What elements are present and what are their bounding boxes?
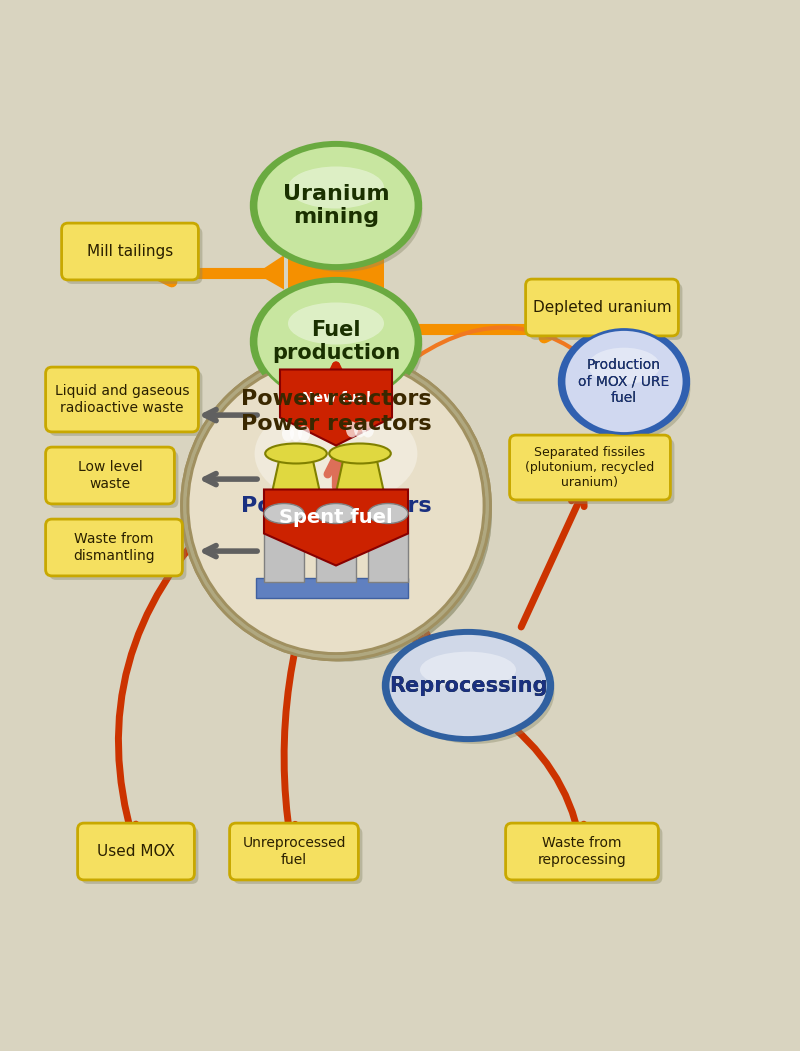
Polygon shape <box>288 257 384 401</box>
Ellipse shape <box>264 503 304 523</box>
FancyBboxPatch shape <box>530 283 682 339</box>
Ellipse shape <box>254 401 418 506</box>
Polygon shape <box>388 324 408 333</box>
Text: Waste from
dismantling: Waste from dismantling <box>73 533 155 562</box>
Polygon shape <box>264 490 408 565</box>
Polygon shape <box>256 577 408 598</box>
Ellipse shape <box>256 282 416 401</box>
Ellipse shape <box>368 503 408 523</box>
Circle shape <box>188 357 484 654</box>
Text: Mill tailings: Mill tailings <box>87 244 173 259</box>
FancyBboxPatch shape <box>230 823 358 880</box>
Ellipse shape <box>394 640 554 744</box>
Text: Used MOX: Used MOX <box>97 844 175 859</box>
Ellipse shape <box>256 145 416 266</box>
FancyBboxPatch shape <box>50 371 202 436</box>
Ellipse shape <box>282 426 294 441</box>
Text: Separated fissiles
(plutonium, recycled
uranium): Separated fissiles (plutonium, recycled … <box>526 446 654 489</box>
FancyBboxPatch shape <box>234 827 362 884</box>
FancyBboxPatch shape <box>510 827 662 884</box>
Circle shape <box>188 357 484 654</box>
Polygon shape <box>316 514 356 581</box>
Text: Waste from
reprocessing: Waste from reprocessing <box>538 837 626 867</box>
Text: Production
of MOX / URE
fuel: Production of MOX / URE fuel <box>578 358 670 405</box>
FancyBboxPatch shape <box>526 280 678 336</box>
Text: New fuel: New fuel <box>302 391 370 405</box>
Polygon shape <box>256 255 284 289</box>
FancyBboxPatch shape <box>46 519 182 576</box>
Text: Production
of MOX / URE
fuel: Production of MOX / URE fuel <box>578 358 670 405</box>
Ellipse shape <box>266 444 327 463</box>
Ellipse shape <box>262 152 422 272</box>
Text: Uranium
mining: Uranium mining <box>282 184 390 227</box>
Polygon shape <box>331 453 389 514</box>
Polygon shape <box>264 514 304 581</box>
FancyBboxPatch shape <box>510 435 670 500</box>
Text: Reprocessing: Reprocessing <box>389 676 547 696</box>
Circle shape <box>196 366 492 661</box>
Ellipse shape <box>329 444 390 463</box>
Polygon shape <box>280 370 392 446</box>
Polygon shape <box>368 514 408 581</box>
FancyBboxPatch shape <box>66 227 202 284</box>
FancyBboxPatch shape <box>50 523 186 580</box>
Text: Depleted uranium: Depleted uranium <box>533 300 671 315</box>
FancyBboxPatch shape <box>46 447 174 503</box>
FancyBboxPatch shape <box>78 823 194 880</box>
Ellipse shape <box>251 279 421 405</box>
Ellipse shape <box>564 330 684 433</box>
Ellipse shape <box>559 326 689 437</box>
Ellipse shape <box>288 166 384 208</box>
Ellipse shape <box>316 503 356 523</box>
FancyBboxPatch shape <box>506 823 658 880</box>
Ellipse shape <box>262 288 422 408</box>
Ellipse shape <box>388 634 548 738</box>
Ellipse shape <box>288 303 384 345</box>
Text: Unreprocessed
fuel: Unreprocessed fuel <box>242 837 346 867</box>
Ellipse shape <box>346 421 358 437</box>
FancyBboxPatch shape <box>46 367 198 432</box>
Text: Power reactors: Power reactors <box>241 389 431 409</box>
Text: Power reactors: Power reactors <box>241 414 431 434</box>
Ellipse shape <box>420 652 516 688</box>
Text: Spent fuel: Spent fuel <box>279 508 393 527</box>
Ellipse shape <box>298 426 310 441</box>
Circle shape <box>182 351 490 660</box>
Ellipse shape <box>588 348 660 384</box>
FancyBboxPatch shape <box>50 451 178 508</box>
Text: Reprocessing: Reprocessing <box>389 676 547 696</box>
Text: Liquid and gaseous
radioactive waste: Liquid and gaseous radioactive waste <box>54 385 190 414</box>
FancyBboxPatch shape <box>62 223 198 280</box>
Text: Fuel
production: Fuel production <box>272 320 400 363</box>
Text: Low level
waste: Low level waste <box>78 460 142 491</box>
Circle shape <box>182 351 490 660</box>
Ellipse shape <box>570 336 690 440</box>
Polygon shape <box>267 453 325 514</box>
Text: Power reactors: Power reactors <box>241 495 431 515</box>
Ellipse shape <box>362 421 374 437</box>
FancyBboxPatch shape <box>82 827 198 884</box>
Ellipse shape <box>354 421 366 437</box>
FancyBboxPatch shape <box>514 439 674 503</box>
Ellipse shape <box>383 631 553 741</box>
Ellipse shape <box>290 426 302 441</box>
Ellipse shape <box>251 142 421 269</box>
Circle shape <box>196 366 492 661</box>
